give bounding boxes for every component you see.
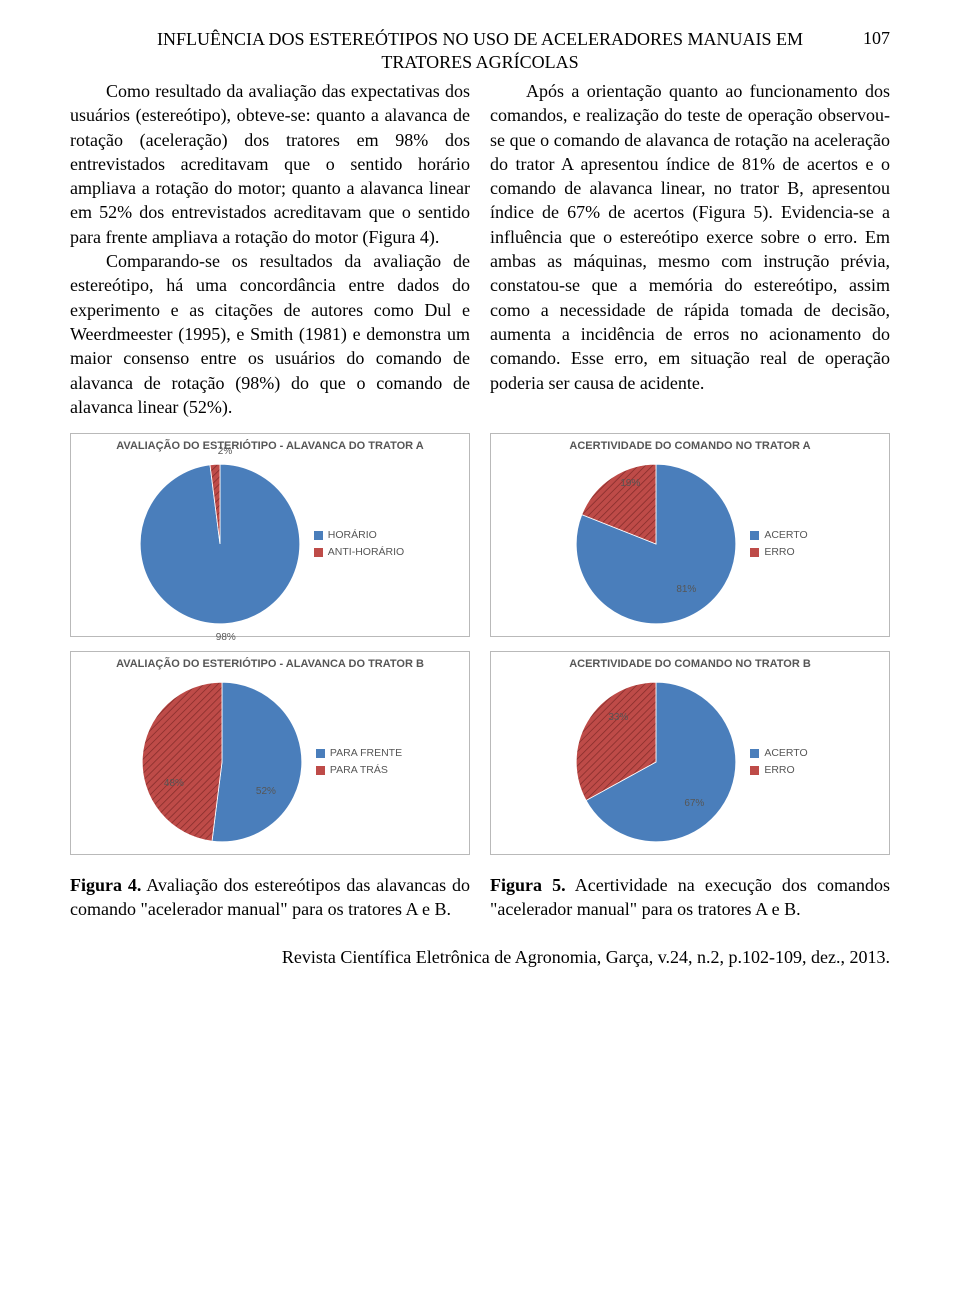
footer-citation: Revista Científica Eletrônica de Agronom… [70,947,890,968]
pie-slice-label: 52% [256,786,276,797]
legend-swatch [750,749,759,758]
legend-swatch [750,766,759,775]
legend-swatch [316,766,325,775]
figure4-chart-a: AVALIAÇÃO DO ESTERIÓTIPO - ALAVANCA DO T… [70,433,470,637]
figure4-caption: Figura 4. Avaliação dos estereótipos das… [70,873,470,922]
chart-title: ACERTIVIDADE DO COMANDO NO TRATOR B [497,658,883,672]
figure4-chart-b: AVALIAÇÃO DO ESTERIÓTIPO - ALAVANCA DO T… [70,651,470,855]
pie-slice-label: 19% [620,478,640,489]
pie-slice-label: 67% [684,798,704,809]
running-header: INFLUÊNCIA DOS ESTEREÓTIPOS NO USO DE AC… [70,28,890,73]
left-paragraph-1: Como resultado da avaliação das expectat… [70,79,470,249]
figure5-caption: Figura 5. Acertividade na execução dos c… [490,873,890,922]
legend-item: ERRO [750,546,807,558]
pie-slice-label: 2% [218,446,232,457]
legend-text: HORÁRIO [328,529,377,541]
pie-slice [142,682,222,841]
chart-legend: ACERTO ERRO [750,529,807,558]
legend-swatch [314,531,323,540]
right-column: Após a orientação quanto ao funcionament… [490,79,890,419]
chart-legend: HORÁRIO ANTI-HORÁRIO [314,529,404,558]
body-columns: Como resultado da avaliação das expectat… [70,79,890,419]
chart-body: 52% 48% PARA FRENTE PARA TRÁS [77,678,463,846]
legend-text: PARA TRÁS [330,764,388,776]
legend-swatch [750,531,759,540]
chart-legend: PARA FRENTE PARA TRÁS [316,747,402,776]
legend-text: ERRO [764,764,794,776]
figure4-column: AVALIAÇÃO DO ESTERIÓTIPO - ALAVANCA DO T… [70,433,470,855]
legend-item: PARA TRÁS [316,764,402,776]
figure5-column: ACERTIVIDADE DO COMANDO NO TRATOR A 81% 19… [490,433,890,855]
legend-text: ANTI-HORÁRIO [328,546,404,558]
legend-swatch [750,548,759,557]
legend-item: PARA FRENTE [316,747,402,759]
figures-row: AVALIAÇÃO DO ESTERIÓTIPO - ALAVANCA DO T… [70,433,890,855]
legend-text: PARA FRENTE [330,747,402,759]
figure5-caption-bold: Figura 5. [490,875,566,895]
legend-swatch [314,548,323,557]
legend-item: ACERTO [750,747,807,759]
legend-item: ACERTO [750,529,807,541]
page-number: 107 [863,28,890,49]
pie-slice-label: 33% [608,712,628,723]
pie-wrap: 98%2% [136,460,304,628]
chart-body: 67% 33% ACERTO ERRO [497,678,883,846]
pie-chart [138,678,306,846]
figure5-chart-a: ACERTIVIDADE DO COMANDO NO TRATOR A 81% 19… [490,433,890,637]
pie-slice-label: 48% [164,778,184,789]
legend-item: HORÁRIO [314,529,404,541]
legend-item: ERRO [750,764,807,776]
left-column: Como resultado da avaliação das expectat… [70,79,470,419]
pie-chart [136,460,304,628]
right-paragraph-1: Após a orientação quanto ao funcionament… [490,79,890,395]
pie-slice-label: 98% [216,632,236,643]
chart-legend: ACERTO ERRO [750,747,807,776]
captions-row: Figura 4. Avaliação dos estereótipos das… [70,873,890,922]
chart-body: 98%2% HORÁRIO ANTI-HORÁRIO [77,460,463,628]
pie-slice-label: 81% [676,584,696,595]
legend-text: ACERTO [764,529,807,541]
pie-slice [212,682,302,842]
figure5-chart-b: ACERTIVIDADE DO COMANDO NO TRATOR B 67% 33… [490,651,890,855]
chart-title: AVALIAÇÃO DO ESTERIÓTIPO - ALAVANCA DO T… [77,658,463,672]
pie-wrap: 81% 19% [572,460,740,628]
pie-wrap: 67% 33% [572,678,740,846]
legend-swatch [316,749,325,758]
pie-chart [572,678,740,846]
figure4-caption-bold: Figura 4. [70,875,141,895]
running-title-line1: INFLUÊNCIA DOS ESTEREÓTIPOS NO USO DE AC… [157,29,803,49]
pie-wrap: 52% 48% [138,678,306,846]
left-paragraph-2: Comparando-se os resultados da avaliação… [70,249,470,419]
running-title-line2: TRATORES AGRÍCOLAS [381,52,578,72]
chart-body: 81% 19% ACERTO ERRO [497,460,883,628]
pie-chart [572,460,740,628]
legend-text: ERRO [764,546,794,558]
running-title: INFLUÊNCIA DOS ESTEREÓTIPOS NO USO DE AC… [157,28,803,73]
legend-text: ACERTO [764,747,807,759]
legend-item: ANTI-HORÁRIO [314,546,404,558]
chart-title: ACERTIVIDADE DO COMANDO NO TRATOR A [497,440,883,454]
chart-title: AVALIAÇÃO DO ESTERIÓTIPO - ALAVANCA DO T… [77,440,463,454]
